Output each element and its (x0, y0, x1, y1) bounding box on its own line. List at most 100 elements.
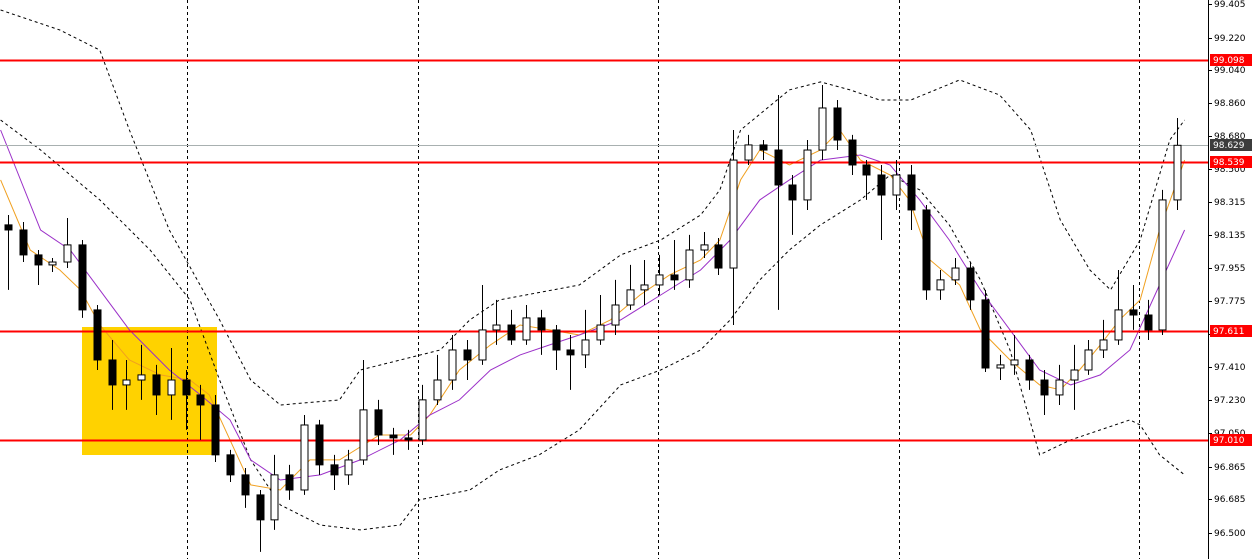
y-tick-label: 97.230 (1214, 396, 1246, 406)
candle-body (389, 434, 398, 439)
candle-body (1010, 359, 1019, 366)
y-tick-label: 97.775 (1214, 297, 1246, 307)
candle-body (833, 107, 842, 141)
candle-body (670, 274, 679, 281)
candle-body (966, 267, 975, 301)
moving-average (0, 129, 1186, 491)
candle-body (729, 159, 738, 269)
current-price-box (1210, 139, 1252, 151)
candle-body (241, 474, 250, 496)
candle-body (655, 274, 664, 286)
candle-body (700, 244, 709, 251)
y-tick-label: 98.860 (1214, 99, 1246, 109)
candle-body (1144, 314, 1153, 331)
candle-body (1099, 339, 1108, 351)
candle-body (522, 317, 531, 341)
level-label-box (1210, 54, 1252, 66)
level-label-box (1210, 156, 1252, 168)
candle-body (744, 144, 753, 161)
y-tick-label: 96.865 (1214, 463, 1246, 473)
candle-body (907, 174, 916, 211)
candle-body (211, 404, 220, 456)
candle-body (596, 324, 605, 341)
y-tick-label: 96.685 (1214, 495, 1246, 505)
candle-body (418, 399, 427, 441)
candle-body (640, 284, 649, 291)
level-label: 97.010 (1213, 436, 1245, 446)
level-label: 98.539 (1213, 158, 1245, 168)
candle-body (611, 304, 620, 326)
candle-body (685, 249, 694, 281)
candle-body (1025, 359, 1034, 381)
candle-body (848, 139, 857, 166)
candle-body (759, 144, 768, 151)
candle-body (404, 437, 413, 441)
y-tick-label: 98.135 (1214, 231, 1246, 241)
candle-body (152, 374, 161, 396)
candle-body (34, 254, 43, 266)
candle-body (774, 149, 783, 186)
candle-body (714, 244, 723, 269)
level-label-box (1210, 325, 1252, 337)
candle-body (1040, 379, 1049, 396)
candle-body (537, 317, 546, 331)
y-tick-label: 99.220 (1214, 34, 1246, 44)
candle-body (433, 379, 442, 401)
candle-body (818, 107, 827, 151)
level-label: 99.098 (1213, 56, 1245, 66)
y-tick-label: 99.405 (1214, 0, 1246, 10)
candle-body (285, 474, 294, 491)
y-tick-label: 99.040 (1214, 66, 1246, 76)
candle-body (196, 394, 205, 406)
y-tick-label: 98.315 (1214, 198, 1246, 208)
candle-body (270, 474, 279, 521)
candle-body (122, 379, 131, 386)
candle-body (93, 309, 102, 361)
candle-body (330, 464, 339, 476)
candle-body (788, 184, 797, 201)
candle-body (581, 339, 590, 356)
candle-body (507, 324, 516, 341)
candle-body (108, 359, 117, 386)
candle-body (552, 329, 561, 351)
highlight-zone (82, 327, 217, 455)
level-label: 97.611 (1213, 327, 1245, 337)
candle-body (1114, 309, 1123, 341)
y-tick-label: 98.500 (1214, 165, 1246, 175)
candle-body (48, 261, 57, 266)
candle-body (256, 494, 265, 521)
candle-body (626, 289, 635, 306)
level-label-box (1210, 434, 1252, 446)
candle-body (137, 374, 146, 381)
y-tick-label: 98.680 (1214, 132, 1246, 142)
candle-body (877, 174, 886, 196)
candle-body (359, 409, 368, 461)
candle-body (78, 244, 87, 311)
candle-body (182, 379, 191, 396)
candle-body (981, 299, 990, 369)
y-tick-label: 97.955 (1214, 264, 1246, 274)
candle-body (566, 349, 575, 356)
candle-body (1129, 309, 1138, 316)
candle-body (1084, 349, 1093, 371)
candle-body (478, 329, 487, 361)
candle-body (862, 164, 871, 176)
candle-body (374, 409, 383, 436)
candle-body (300, 424, 309, 491)
candle-body (226, 454, 235, 476)
candle-body (4, 224, 13, 231)
candle-body (448, 349, 457, 381)
y-tick-label: 97.410 (1214, 363, 1246, 373)
candle-body (803, 149, 812, 201)
candle-body (892, 174, 901, 196)
bollinger-band (0, 119, 1185, 531)
candle-body (344, 459, 353, 476)
y-tick-label: 96.500 (1214, 529, 1246, 539)
candle-body (63, 244, 72, 263)
candle-body (463, 349, 472, 361)
candle-body (922, 209, 931, 291)
candle-body (1158, 199, 1167, 331)
current-price-label: 98.629 (1213, 141, 1245, 151)
